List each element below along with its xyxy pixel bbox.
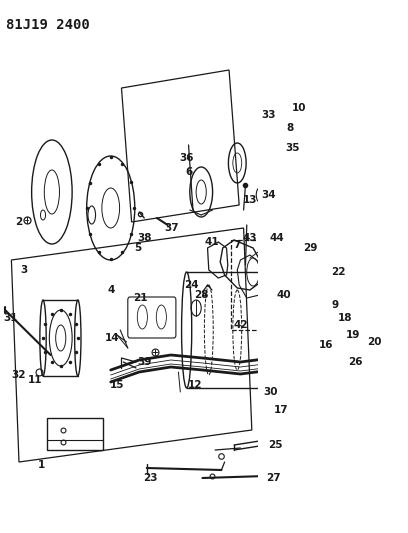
Text: 9: 9 [332, 300, 339, 310]
Text: 23: 23 [143, 473, 158, 483]
Text: 11: 11 [28, 375, 42, 385]
Text: 42: 42 [233, 320, 248, 330]
Text: 44: 44 [270, 233, 284, 243]
Text: 27: 27 [266, 473, 281, 483]
Text: 17: 17 [274, 405, 289, 415]
Text: 7: 7 [234, 240, 241, 250]
Text: 33: 33 [262, 110, 276, 120]
Text: 3: 3 [20, 265, 28, 275]
Text: 26: 26 [348, 357, 363, 367]
Text: 39: 39 [137, 357, 151, 367]
Text: 21: 21 [133, 293, 148, 303]
Text: 5: 5 [134, 243, 142, 253]
Text: 28: 28 [194, 290, 208, 300]
Text: 10: 10 [291, 103, 306, 113]
Text: 30: 30 [264, 387, 278, 397]
Text: 16: 16 [319, 340, 333, 350]
Text: 29: 29 [303, 243, 317, 253]
Text: 22: 22 [331, 267, 346, 277]
Bar [296, 348, 314, 368]
Text: 15: 15 [110, 380, 124, 390]
Text: 1: 1 [38, 460, 45, 470]
Text: 43: 43 [243, 233, 257, 243]
Text: 32: 32 [12, 370, 26, 380]
Text: 14: 14 [105, 333, 120, 343]
Bar [47, 418, 103, 450]
Text: 20: 20 [367, 337, 382, 347]
Text: 25: 25 [268, 440, 282, 450]
Text: 38: 38 [137, 233, 151, 243]
Text: 12: 12 [188, 380, 202, 390]
Text: 8: 8 [286, 123, 293, 133]
Text: 19: 19 [346, 330, 360, 340]
Text: 36: 36 [180, 153, 194, 163]
Text: 13: 13 [243, 195, 257, 205]
Text: 6: 6 [185, 167, 192, 177]
Text: 35: 35 [285, 143, 299, 153]
Text: 81J19 2400: 81J19 2400 [7, 18, 90, 32]
Text: 18: 18 [337, 313, 352, 323]
Bar [231, 240, 288, 330]
Text: 2: 2 [16, 217, 22, 227]
Text: 4: 4 [107, 285, 114, 295]
Text: 34: 34 [262, 190, 276, 200]
Text: 24: 24 [184, 280, 198, 290]
Text: 40: 40 [276, 290, 291, 300]
Text: 37: 37 [165, 223, 180, 233]
Text: 41: 41 [205, 237, 219, 247]
Text: 31: 31 [3, 313, 18, 323]
